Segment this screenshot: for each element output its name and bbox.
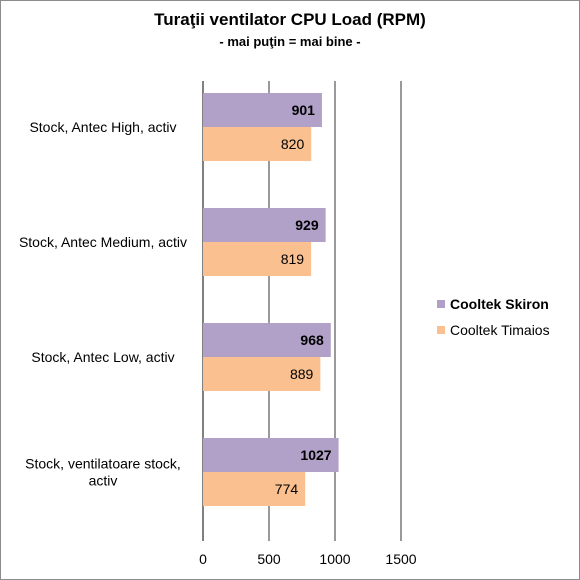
- chart-subtitle: - mai puţin = mai bine -: [219, 34, 361, 49]
- legend-label-timaios: Cooltek Timaios: [450, 322, 550, 338]
- chart-title: Turaţii ventilator CPU Load (RPM): [154, 10, 426, 29]
- category-label: Stock, Antec Low, activ: [31, 349, 174, 365]
- data-label: 820: [281, 136, 305, 152]
- x-tick-label: 500: [257, 551, 281, 567]
- data-label: 901: [292, 102, 316, 118]
- data-label: 968: [300, 332, 324, 348]
- legend-label-skiron: Cooltek Skiron: [450, 296, 549, 312]
- bar: [203, 93, 322, 127]
- bar: [203, 127, 312, 161]
- data-label: 889: [290, 366, 314, 382]
- bar: [203, 208, 326, 242]
- data-label: 819: [281, 251, 305, 267]
- legend-item-timaios: Cooltek Timaios: [437, 317, 550, 343]
- bar: [203, 472, 306, 506]
- bar: [203, 323, 331, 357]
- x-tick-label: 1500: [385, 551, 416, 567]
- legend: Cooltek Skiron Cooltek Timaios: [437, 291, 550, 343]
- data-label: 1027: [300, 447, 331, 463]
- legend-swatch-skiron: [437, 300, 445, 308]
- x-tick-label: 1000: [319, 551, 350, 567]
- category-label: activ: [89, 473, 118, 489]
- category-label: Stock, ventilatoare stock,: [25, 456, 181, 472]
- data-label: 774: [275, 481, 299, 497]
- category-label: Stock, Antec Medium, activ: [19, 234, 187, 250]
- x-tick-label: 0: [199, 551, 207, 567]
- bar: [203, 438, 339, 472]
- bar: [203, 242, 312, 276]
- category-label: Stock, Antec High, activ: [29, 119, 176, 135]
- data-label: 929: [295, 217, 319, 233]
- legend-swatch-timaios: [437, 326, 445, 334]
- bar: [203, 357, 321, 391]
- legend-item-skiron: Cooltek Skiron: [437, 291, 550, 317]
